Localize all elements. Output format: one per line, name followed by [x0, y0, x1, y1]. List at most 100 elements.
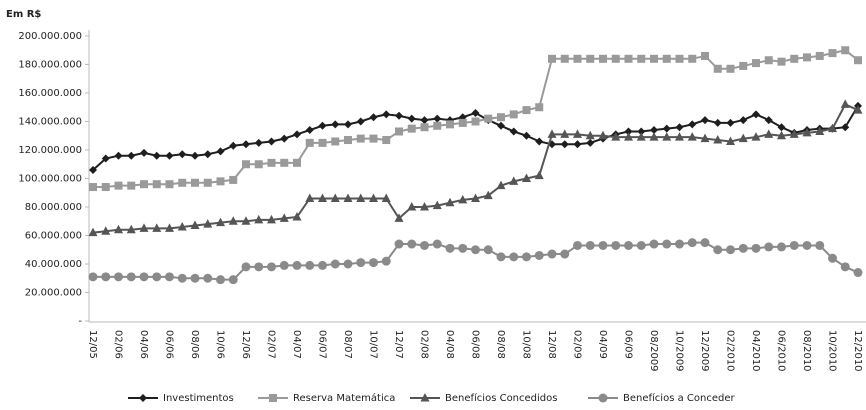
y-axis-label: Em R$	[6, 9, 41, 20]
point	[637, 127, 646, 136]
point	[726, 245, 735, 255]
legend-marker	[269, 394, 277, 402]
point	[738, 243, 748, 253]
point	[828, 253, 837, 263]
point	[445, 243, 455, 253]
point	[560, 140, 569, 149]
point	[547, 249, 557, 259]
x-tick-label: 02/06	[113, 330, 124, 359]
point	[330, 259, 340, 269]
point	[139, 272, 149, 282]
point	[152, 223, 162, 232]
point	[789, 240, 799, 250]
point	[216, 275, 225, 285]
point	[739, 116, 748, 125]
y-tick-label: 140.000.000	[18, 117, 82, 128]
point	[407, 114, 416, 123]
x-tick-label: 08/06	[189, 330, 200, 359]
point	[241, 216, 251, 225]
x-tick-label: 04/2010	[750, 330, 761, 372]
legend-label: Investimentos	[163, 393, 234, 404]
point	[191, 178, 199, 187]
x-tick-label: 12/08	[546, 330, 557, 359]
point	[458, 194, 468, 204]
point	[752, 59, 760, 68]
x-tick-label: 10/2009	[674, 330, 685, 372]
point	[178, 150, 187, 159]
point	[560, 54, 569, 63]
point	[548, 54, 556, 63]
point	[203, 150, 212, 159]
point	[165, 272, 174, 282]
point	[89, 183, 97, 192]
y-tick-label: 180.000.000	[18, 60, 82, 71]
point	[790, 54, 799, 63]
point	[330, 193, 340, 202]
point	[381, 193, 391, 202]
point	[535, 137, 544, 146]
point	[713, 64, 722, 73]
point	[585, 240, 595, 250]
point	[599, 54, 607, 63]
point	[598, 240, 608, 250]
point	[318, 193, 327, 202]
x-tick-label: 04/09	[597, 330, 608, 359]
point	[101, 272, 111, 282]
point	[318, 121, 327, 130]
point	[585, 130, 595, 140]
point	[700, 133, 710, 143]
point	[152, 272, 162, 282]
point	[484, 114, 493, 123]
point	[280, 158, 289, 167]
point	[279, 213, 289, 222]
point	[228, 275, 238, 285]
point	[828, 49, 837, 58]
point	[471, 193, 480, 202]
x-tick-label: 10/06	[215, 330, 226, 359]
legend-marker	[139, 394, 147, 402]
point	[650, 54, 658, 63]
point	[764, 129, 774, 138]
x-tick-label: 10/08	[521, 330, 532, 359]
point	[675, 239, 684, 249]
point	[331, 120, 340, 129]
x-tick-label: 04/06	[138, 330, 149, 359]
point	[586, 54, 595, 63]
point	[534, 170, 544, 180]
point	[496, 180, 506, 190]
point	[483, 190, 493, 200]
point	[522, 106, 531, 115]
point	[382, 136, 391, 145]
legend-label: Reserva Matemática	[293, 392, 395, 404]
point	[560, 129, 570, 138]
point	[177, 221, 187, 231]
y-tick-label: 120.000.000	[18, 145, 82, 156]
point	[803, 53, 811, 62]
point	[356, 193, 366, 202]
point	[649, 132, 659, 141]
point	[624, 127, 633, 136]
point	[433, 114, 442, 123]
point	[101, 226, 111, 235]
point	[318, 260, 327, 270]
point	[802, 127, 812, 137]
point	[395, 111, 403, 120]
y-tick-label: 200.000.000	[18, 31, 82, 42]
point	[471, 117, 480, 126]
point	[649, 239, 659, 249]
point	[445, 197, 455, 207]
x-tick-label: 10/2010	[827, 330, 838, 372]
point	[497, 113, 505, 122]
point	[854, 56, 862, 65]
x-tick-label: 10/07	[368, 330, 379, 359]
point	[216, 147, 225, 156]
point	[101, 154, 110, 163]
x-tick-label: 02/2010	[725, 330, 736, 372]
point	[127, 151, 136, 160]
point	[140, 180, 148, 189]
point	[126, 224, 136, 234]
point	[356, 258, 366, 268]
point	[382, 110, 391, 119]
x-tick-label: 06/2010	[776, 330, 787, 372]
